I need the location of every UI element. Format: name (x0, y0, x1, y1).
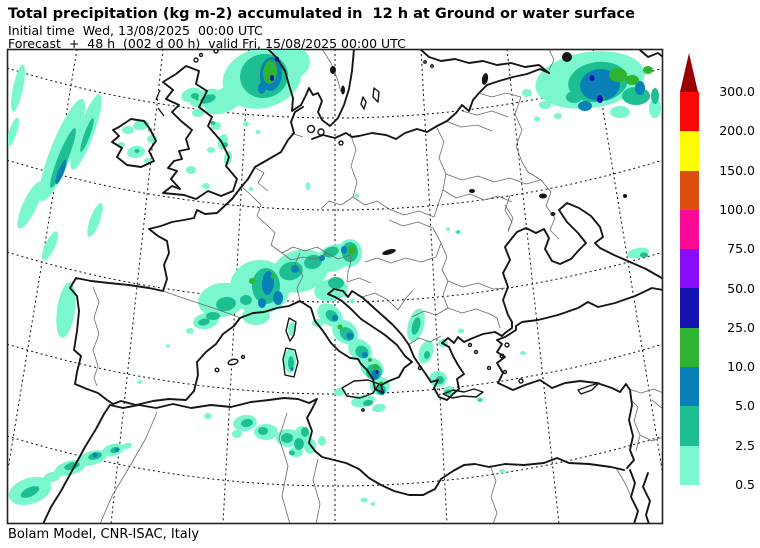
forecast-valid-label: Forecast + 48 h (002 d 00 h) valid Fri, … (8, 36, 406, 51)
colorbar-block (680, 170, 699, 210)
colorbar-block (680, 406, 699, 446)
colorbar-tick-label: 200.0 (719, 123, 755, 139)
country-borders (92, 50, 662, 523)
colorbar-tick-label: 10.0 (727, 359, 755, 375)
islands (155, 50, 600, 412)
precipitation-level5-areas (270, 56, 603, 374)
colorbar-block (680, 367, 699, 407)
colorbar-block (680, 92, 699, 132)
colorbar-tick-label: 75.0 (727, 241, 755, 257)
colorbar-block (680, 131, 699, 171)
colorbar-tick-label: 100.0 (719, 201, 755, 217)
colorbar-block (680, 445, 699, 485)
colorbar-tick-label: 50.0 (727, 280, 755, 296)
colorbar-block (680, 327, 699, 368)
colorbar-tick-label: 25.0 (727, 319, 755, 335)
colorbar-ticks: 300.0 200.0 150.0 100.0 75.0 50.0 25.0 10.0 5.0 2… (700, 53, 755, 498)
colorbar-block (680, 249, 699, 289)
graticule-grid (8, 50, 662, 523)
colorbar-tick-label: 5.0 (735, 398, 755, 414)
colorbar-tick-label: 2.5 (735, 437, 755, 453)
model-credit: Bolam Model, CNR-ISAC, Italy (8, 527, 200, 542)
chart-title: Total precipitation (kg m-2) accumulated… (8, 6, 635, 22)
colorbar-tick-label: 300.0 (719, 84, 755, 99)
colorbar-block (680, 288, 699, 328)
colorbar (680, 53, 699, 485)
colorbar-tick-label: 0.5 (735, 477, 755, 492)
colorbar-tick-label: 150.0 (719, 162, 755, 178)
colorbar-block (680, 209, 699, 250)
lakes (330, 52, 627, 256)
colorbar-blocks (680, 92, 699, 485)
initial-time-label: Initial time Wed, 13/08/2025 00:00 UTC (8, 23, 263, 38)
coastlines (42, 50, 662, 523)
colorbar-overflow-arrow (680, 53, 698, 92)
